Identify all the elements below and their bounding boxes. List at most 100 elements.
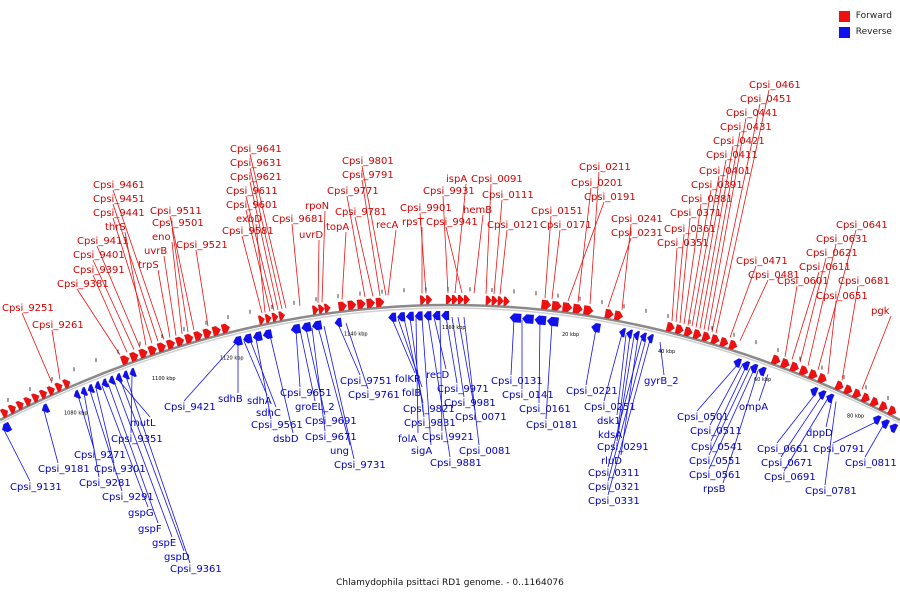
- gene-features: [0, 294, 899, 434]
- forward-gene-label: Cpsi_9641: [230, 144, 282, 155]
- gene-arrow-shape: [485, 295, 493, 306]
- forward-gene-arrow: [878, 400, 888, 412]
- gene-arrow-shape: [692, 328, 702, 340]
- forward-leader-line: [485, 183, 492, 294]
- forward-leader-line: [791, 271, 820, 360]
- forward-gene-arrow: [311, 305, 319, 315]
- forward-gene-label: ispA: [446, 174, 467, 185]
- reverse-leader-line: [77, 395, 95, 450]
- gene-arrow-shape: [503, 296, 510, 306]
- reverse-gene-label: Cpsi_0811: [845, 458, 897, 469]
- forward-gene-arrow: [138, 348, 148, 359]
- forward-gene-label: Cpsi_9781: [335, 207, 387, 218]
- reverse-leader-line: [607, 339, 651, 496]
- reverse-gene-label: dppD: [806, 428, 833, 439]
- gene-arrow-shape: [710, 334, 720, 345]
- gene-arrow-shape: [440, 310, 450, 321]
- forward-gene-arrow: [193, 331, 203, 342]
- forward-gene-label: Cpsi_0411: [706, 150, 758, 161]
- gene-arrow-shape: [881, 419, 891, 430]
- forward-gene-arrow: [278, 311, 286, 321]
- reverse-leader-line: [783, 397, 829, 472]
- reverse-leader-line: [545, 322, 553, 420]
- gene-arrow-shape: [886, 405, 897, 416]
- reverse-gene-arrow: [87, 383, 96, 394]
- forward-leader-line: [551, 229, 561, 299]
- reverse-gene-arrow: [41, 403, 51, 414]
- forward-leader-line: [799, 257, 827, 363]
- forward-gene-label: pgk: [871, 306, 890, 317]
- reverse-gene-label: mutL: [130, 418, 156, 429]
- reverse-gene-arrow: [546, 316, 560, 327]
- forward-gene-arrow: [451, 294, 459, 305]
- gene-arrow-shape: [646, 333, 655, 344]
- gene-arrow-shape: [561, 302, 573, 313]
- forward-gene-arrow: [165, 339, 176, 350]
- reverse-gene-label: Cpsi_0221: [566, 386, 618, 397]
- forward-leader-line: [361, 179, 381, 296]
- reverse-gene-label: dsk1: [597, 416, 621, 427]
- gene-arrow-shape: [414, 311, 423, 321]
- reverse-gene-arrow: [252, 331, 263, 342]
- gene-arrow-shape: [87, 383, 96, 394]
- forward-leader-line: [92, 259, 135, 350]
- forward-gene-label: Cpsi_9261: [32, 320, 84, 331]
- reverse-gene-arrow: [591, 322, 602, 333]
- gene-arrow-shape: [758, 366, 767, 377]
- gene-arrow-shape: [509, 313, 522, 324]
- forward-gene-arrow: [851, 388, 862, 399]
- forward-gene-arrow: [445, 294, 453, 305]
- forward-leader-line: [171, 227, 189, 333]
- reverse-gene-arrow: [749, 363, 759, 374]
- forward-leader-line: [671, 247, 678, 322]
- reverse-leader-line: [3, 429, 31, 482]
- gene-labels: Cpsi_9251 Cpsi_9261 Cpsi_9381 Cpsi_9391 Cpsi…: [2, 80, 897, 575]
- reverse-leader-line: [337, 323, 361, 376]
- gene-arrow-shape: [789, 361, 800, 372]
- forward-gene-arrow: [128, 351, 139, 363]
- gene-arrow-shape: [591, 322, 602, 333]
- reverse-leader-line: [117, 379, 151, 418]
- gene-arrow-shape: [388, 312, 397, 323]
- forward-gene-arrow: [419, 295, 427, 305]
- forward-gene-arrow: [211, 325, 221, 337]
- reverse-leader-line: [317, 326, 351, 446]
- forward-leader-line: [249, 153, 287, 309]
- forward-leader-line: [589, 171, 600, 305]
- forward-leader-line: [21, 312, 53, 384]
- forward-gene-arrow: [491, 295, 499, 306]
- reverse-gene-arrow: [108, 375, 117, 385]
- gene-arrow-shape: [156, 342, 167, 353]
- gene-arrow-shape: [878, 400, 888, 412]
- reverse-gene-label: Cpsi_9361: [170, 564, 222, 575]
- gene-arrow-shape: [1, 421, 13, 433]
- scale-tick-label: 20 kbp: [562, 332, 579, 338]
- reverse-gene-label: Cpsi_9671: [305, 432, 357, 443]
- forward-gene-arrow: [869, 396, 879, 407]
- forward-gene-label: Cpsi_9631: [230, 158, 282, 169]
- reverse-gene-label: Cpsi_0071: [455, 412, 507, 423]
- forward-gene-arrow: [257, 315, 266, 325]
- gene-arrow-shape: [497, 296, 505, 306]
- forward-gene-arrow: [156, 342, 167, 353]
- reverse-leader-line: [345, 323, 369, 390]
- forward-gene-label: Cpsi_9941: [426, 217, 478, 228]
- reverse-leader-line: [269, 335, 294, 434]
- genome-backbone: [0, 303, 900, 422]
- gene-arrow-shape: [683, 326, 693, 337]
- forward-gene-label: Cpsi_0441: [726, 108, 778, 119]
- legend-swatch-forward: [838, 10, 850, 22]
- forward-leader-line: [317, 239, 320, 303]
- forward-gene-arrow: [457, 294, 465, 305]
- gene-arrow-shape: [290, 323, 302, 334]
- forward-gene-arrow: [613, 310, 624, 321]
- gene-arrow-shape: [851, 388, 862, 399]
- gene-arrow-shape: [119, 355, 130, 366]
- reverse-leader-line: [696, 363, 739, 412]
- reverse-leader-line: [617, 335, 631, 430]
- forward-leader-line: [195, 249, 209, 327]
- forward-leader-line: [841, 285, 859, 381]
- forward-leader-line: [171, 241, 183, 334]
- forward-leader-line: [784, 285, 798, 357]
